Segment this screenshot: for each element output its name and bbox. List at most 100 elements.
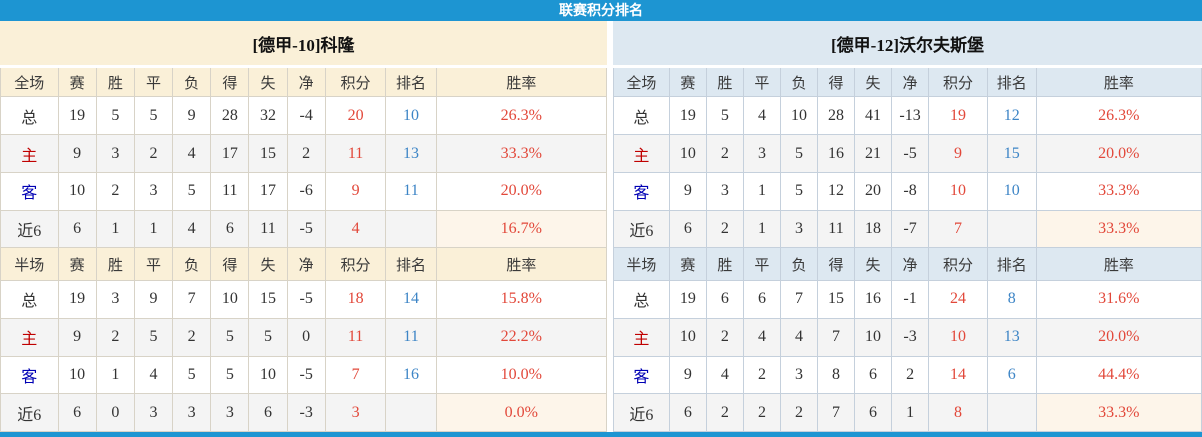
column-header: 半场	[0, 247, 59, 282]
stat-cell: 28	[210, 96, 250, 136]
column-header: 失	[854, 247, 893, 282]
row-label: 主	[0, 317, 59, 357]
column-header: 净	[891, 65, 930, 98]
column-header: 平	[133, 65, 174, 98]
points-cell: 18	[324, 280, 387, 319]
comparison-tables: [德甲-10]科隆 全场赛胜平负得失净积分 排名 胜率总 19 5 5 9 28 32 -4 20 10…	[0, 21, 1202, 432]
winrate-cell: 26.3%	[1035, 96, 1202, 136]
stat-cell: 9	[668, 171, 707, 211]
column-header: 平	[742, 65, 781, 98]
stat-cell: 3	[95, 280, 135, 319]
stat-cell: -4	[286, 96, 326, 136]
stat-cell: 19	[668, 96, 707, 136]
stat-cell: 2	[742, 393, 781, 432]
table-row: 近6 6 1 1 4 6 11 -5 4 16.7%	[0, 209, 608, 249]
stat-cell: -5	[286, 355, 326, 395]
stat-cell: 6	[854, 355, 893, 395]
row-label: 客	[613, 355, 670, 395]
column-header: 积分	[324, 247, 387, 282]
stat-cell: 0	[95, 393, 135, 432]
column-header-row: 半场赛胜平负得失净积分 排名 胜率	[0, 247, 608, 282]
rank-cell: 8	[986, 280, 1037, 319]
stat-cell: 2	[172, 317, 212, 357]
points-cell: 11	[324, 317, 387, 357]
stat-cell: -1	[891, 280, 930, 319]
row-label: 近6	[613, 393, 670, 432]
row-label: 主	[0, 134, 59, 173]
table-row: 主 10 2 3 5 16 21 -5 9 15 20.0%	[613, 134, 1202, 173]
winrate-cell: 26.3%	[435, 96, 608, 136]
row-label: 客	[0, 355, 59, 395]
rank-cell: 12	[986, 96, 1037, 136]
stat-cell: 9	[57, 317, 97, 357]
column-header: 负	[172, 65, 212, 98]
points-cell: 8	[928, 393, 988, 432]
winrate-cell: 33.3%	[1035, 209, 1202, 249]
points-cell: 9	[928, 134, 988, 173]
stat-cell: 41	[854, 96, 893, 136]
row-label: 近6	[0, 209, 59, 249]
stat-cell: 10	[57, 171, 97, 211]
column-header: 平	[133, 247, 174, 282]
stat-cell: 3	[210, 393, 250, 432]
table-row: 总 19 6 6 7 15 16 -1 24 8 31.6%	[613, 280, 1202, 319]
table-row: 主 10 2 4 4 7 10 -3 10 13 20.0%	[613, 317, 1202, 357]
winrate-cell: 16.7%	[435, 209, 608, 249]
points-cell: 14	[928, 355, 988, 395]
column-header: 胜	[705, 65, 744, 98]
page-title: 联赛积分排名	[0, 0, 1202, 21]
row-label: 总	[613, 280, 670, 319]
stat-cell: 32	[248, 96, 288, 136]
stat-cell: 2	[742, 355, 781, 395]
stat-cell: -3	[286, 393, 326, 432]
stat-cell: 21	[854, 134, 893, 173]
winrate-cell: 33.3%	[1035, 171, 1202, 211]
stat-cell: 6	[854, 393, 893, 432]
winrate-cell: 20.0%	[1035, 134, 1202, 173]
team-panel-right: [德甲-12]沃尔夫斯堡 全场赛胜平负得失净积分 排名 胜率总 19 5 4 10 28 41 -1…	[613, 21, 1202, 432]
stat-cell: 11	[210, 171, 250, 211]
column-header: 全场	[0, 65, 59, 98]
stat-cell: -7	[891, 209, 930, 249]
points-cell: 11	[324, 134, 387, 173]
points-cell: 4	[324, 209, 387, 249]
stat-cell: 4	[742, 317, 781, 357]
table-row: 主 9 2 5 2 5 5 0 11 11 22.2%	[0, 317, 608, 357]
column-header-row: 半场赛胜平负得失净积分 排名 胜率	[613, 247, 1202, 282]
stat-cell: -8	[891, 171, 930, 211]
stat-cell: 10	[668, 317, 707, 357]
stat-cell: 2	[705, 393, 744, 432]
points-cell: 9	[324, 171, 387, 211]
winrate-cell: 15.8%	[435, 280, 608, 319]
table-row: 近6 6 0 3 3 3 6 -3 3 0.0%	[0, 393, 608, 432]
column-header: 胜率	[1035, 65, 1202, 98]
winrate-cell: 0.0%	[435, 393, 608, 432]
stat-cell: 3	[742, 134, 781, 173]
stat-cell: 3	[779, 209, 818, 249]
stat-cell: 1	[742, 171, 781, 211]
stat-cell: -6	[286, 171, 326, 211]
stat-cell: 2	[705, 134, 744, 173]
column-header: 全场	[613, 65, 670, 98]
stat-cell: 3	[133, 393, 174, 432]
stat-cell: 9	[133, 280, 174, 319]
stat-cell: 11	[248, 209, 288, 249]
rank-cell	[986, 393, 1037, 432]
stat-cell: -5	[286, 209, 326, 249]
column-header: 负	[779, 247, 818, 282]
column-header: 净	[286, 65, 326, 98]
stat-cell: 2	[286, 134, 326, 173]
panel-divider	[607, 21, 613, 432]
stat-cell: 19	[57, 96, 97, 136]
stat-cell: 1	[133, 209, 174, 249]
stat-cell: 16	[854, 280, 893, 319]
stat-cell: 2	[705, 209, 744, 249]
column-header: 排名	[385, 247, 437, 282]
stat-cell: 11	[816, 209, 856, 249]
column-header: 失	[248, 65, 288, 98]
stat-cell: 4	[705, 355, 744, 395]
stat-cell: 7	[816, 393, 856, 432]
stat-cell: 7	[172, 280, 212, 319]
points-cell: 3	[324, 393, 387, 432]
